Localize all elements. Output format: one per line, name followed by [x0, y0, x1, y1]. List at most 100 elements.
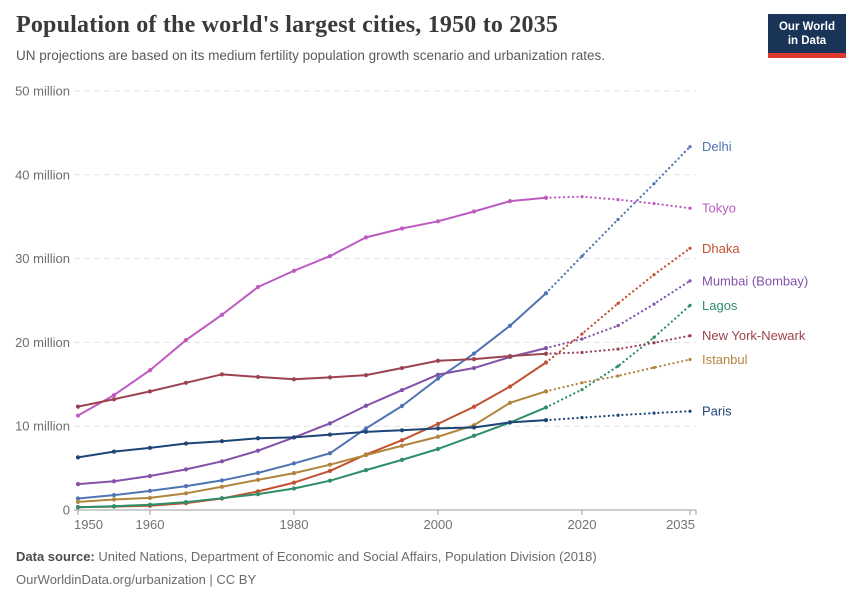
projected-point-mumbai-bombay-2030 [652, 302, 656, 306]
projected-point-delhi-2025 [616, 217, 620, 222]
point-paris-1995 [399, 428, 405, 433]
x-tick-label-2035: 2035 [666, 517, 695, 532]
point-delhi-1995 [399, 403, 405, 409]
y-tick-label-20: 20 million [15, 335, 70, 350]
data-source-line: Data source: United Nations, Department … [16, 545, 597, 568]
point-istanbul-1985 [327, 462, 333, 467]
point-new-york-newark-2010 [507, 353, 513, 359]
series-label-istanbul: Istanbul [702, 352, 748, 367]
attribution: OurWorldinData.org/urbanization | CC BY [16, 572, 257, 587]
point-lagos-2005 [471, 433, 477, 438]
point-lagos-1980 [291, 486, 297, 491]
series-label-tokyo: Tokyo [702, 201, 736, 216]
y-tick-label-40: 40 million [15, 167, 70, 182]
projected-point-new-york-newark-2030 [652, 341, 656, 345]
projected-point-dhaka-2020 [580, 332, 584, 336]
point-lagos-2000 [435, 446, 441, 452]
series-label-lagos: Lagos [702, 298, 738, 313]
markers-mumbai-bombay [75, 279, 692, 487]
point-istanbul-2010 [507, 400, 513, 405]
point-delhi-2005 [471, 351, 477, 356]
line-tokyo [77, 196, 547, 417]
projection-line-lagos [544, 304, 692, 409]
point-dhaka-1980 [291, 480, 297, 485]
projected-point-istanbul-2025 [616, 374, 620, 378]
point-paris-1990 [363, 429, 369, 434]
y-tick-label-50: 50 million [15, 84, 70, 99]
point-new-york-newark-1980 [291, 377, 297, 382]
projected-point-tokyo-2030 [652, 201, 656, 206]
point-lagos-1990 [363, 468, 369, 473]
point-new-york-newark-2000 [435, 358, 441, 363]
point-tokyo-1960 [147, 368, 153, 373]
point-delhi-2010 [507, 323, 513, 328]
point-istanbul-1980 [291, 471, 297, 476]
line-paris [77, 419, 547, 459]
point-mumbai-bombay-1950 [75, 482, 81, 487]
projection-line-dhaka [544, 247, 692, 364]
point-tokyo-1980 [291, 268, 297, 273]
markers-tokyo [75, 195, 692, 418]
x-tick-label-2020: 2020 [568, 517, 597, 532]
projected-point-dhaka-2035 [688, 246, 692, 250]
point-dhaka-2005 [471, 404, 477, 409]
series-label-dhaka: Dhaka [702, 241, 740, 256]
y-tick-label-10: 10 million [15, 419, 70, 434]
point-dhaka-2000 [435, 421, 441, 426]
point-lagos-1985 [327, 478, 333, 483]
owid-logo: Our World in Data [768, 14, 846, 58]
point-tokyo-1955 [111, 393, 117, 398]
projection-line-mumbai-bombay [544, 279, 692, 350]
projected-point-delhi-2035 [688, 145, 692, 149]
y-tick-label-0: 0 [63, 503, 70, 518]
markers-dhaka [75, 246, 692, 510]
x-tick-label-2000: 2000 [424, 517, 453, 532]
point-istanbul-1960 [147, 495, 153, 500]
point-lagos-1950 [75, 505, 81, 510]
projected-point-delhi-2020 [580, 254, 584, 258]
point-istanbul-1995 [399, 443, 405, 448]
line-mumbai-bombay [77, 347, 547, 486]
point-paris-1980 [291, 435, 297, 440]
point-lagos-1960 [147, 502, 153, 507]
population-line-chart: 0 10 million 20 million 30 million 40 millio… [15, 84, 808, 533]
point-delhi-1980 [291, 461, 297, 466]
point-tokyo-1990 [363, 235, 369, 240]
point-mumbai-bombay-2005 [471, 365, 477, 371]
point-new-york-newark-2005 [471, 357, 477, 362]
point-tokyo-2005 [471, 209, 477, 214]
point-new-york-newark-1990 [363, 373, 369, 378]
point-mumbai-bombay-1960 [147, 473, 153, 479]
projected-point-tokyo-2020 [580, 195, 584, 199]
series-label-delhi: Delhi [702, 139, 732, 154]
point-paris-1975 [255, 436, 261, 441]
projected-point-lagos-2025 [616, 364, 620, 368]
point-delhi-1960 [147, 488, 153, 493]
point-dhaka-2015 [543, 360, 549, 365]
projected-point-dhaka-2025 [616, 301, 620, 306]
point-tokyo-1985 [327, 253, 333, 259]
point-lagos-1955 [111, 504, 117, 509]
series-label-paris: Paris [702, 404, 732, 419]
point-lagos-2015 [543, 405, 549, 410]
point-mumbai-bombay-1985 [327, 421, 333, 426]
point-lagos-1965 [183, 500, 189, 505]
point-tokyo-2015 [543, 195, 549, 200]
point-tokyo-2000 [435, 219, 441, 224]
chart-footer: Data source: United Nations, Department … [16, 545, 597, 591]
projected-point-istanbul-2020 [580, 381, 584, 385]
point-new-york-newark-1975 [255, 374, 261, 380]
point-paris-1960 [147, 445, 153, 451]
point-lagos-1975 [255, 492, 261, 497]
x-tick-label-1960: 1960 [136, 517, 165, 532]
point-delhi-2015 [543, 291, 549, 296]
point-delhi-1985 [327, 451, 333, 456]
point-new-york-newark-1985 [327, 375, 333, 380]
projected-point-istanbul-2035 [688, 357, 692, 362]
series-label-new-york-newark: New York-Newark [702, 328, 806, 343]
point-lagos-1995 [399, 457, 405, 462]
projected-point-new-york-newark-2025 [616, 347, 620, 351]
point-delhi-1990 [363, 426, 369, 431]
point-istanbul-1990 [363, 453, 369, 458]
owid-logo-line2: in Data [787, 35, 827, 47]
